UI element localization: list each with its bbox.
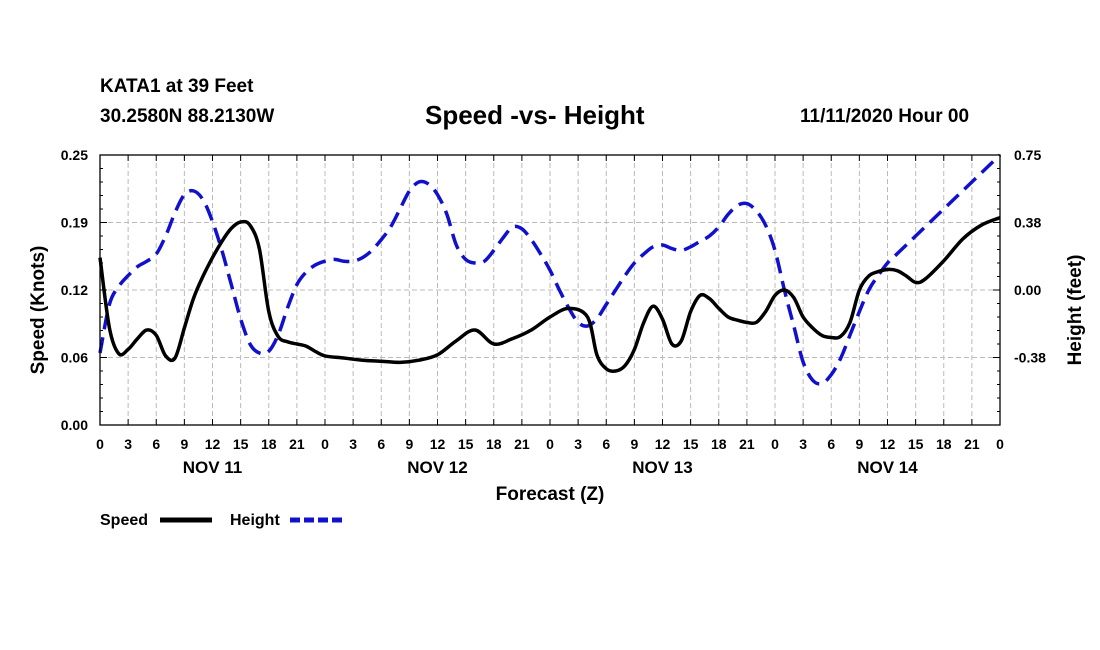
x-tick-label: 3 bbox=[124, 436, 132, 452]
x-tick-label: 9 bbox=[405, 436, 413, 452]
station-label: KATA1 at 39 Feet bbox=[100, 76, 254, 97]
x-tick-label: 15 bbox=[908, 436, 924, 452]
coordinates-label: 30.2580N 88.2130W bbox=[100, 106, 275, 127]
x-tick-label: 21 bbox=[514, 436, 530, 452]
y-tick-label-right: 0.38 bbox=[1014, 215, 1041, 231]
x-tick-label: 21 bbox=[739, 436, 755, 452]
x-tick-label: 0 bbox=[321, 436, 329, 452]
x-tick-label: 18 bbox=[486, 436, 502, 452]
y-tick-label-right: 0.00 bbox=[1014, 282, 1041, 298]
series-line-speed bbox=[98, 215, 1001, 373]
date-label: NOV 13 bbox=[632, 458, 692, 477]
x-tick-label: 12 bbox=[430, 436, 446, 452]
forecast-datestamp: 11/11/2020 Hour 00 bbox=[800, 106, 970, 127]
legend-label-height: Height bbox=[230, 512, 280, 529]
x-tick-label: 18 bbox=[261, 436, 277, 452]
x-tick-label: 6 bbox=[152, 436, 160, 452]
x-tick-label: 9 bbox=[630, 436, 638, 452]
y-tick-label-left: 0.06 bbox=[61, 350, 88, 366]
x-tick-label: 0 bbox=[546, 436, 554, 452]
x-tick-label: 0 bbox=[996, 436, 1004, 452]
y-tick-label-right: -0.38 bbox=[1014, 350, 1046, 366]
x-tick-label: 3 bbox=[574, 436, 582, 452]
y-axis-title-left: Speed (Knots) bbox=[28, 246, 49, 375]
y-tick-label-left: 0.12 bbox=[61, 282, 88, 298]
date-label: NOV 11 bbox=[183, 458, 243, 477]
date-label: NOV 12 bbox=[407, 458, 467, 477]
x-axis-title: Forecast (Z) bbox=[496, 484, 605, 505]
x-tick-label: 12 bbox=[655, 436, 671, 452]
x-tick-label: 15 bbox=[458, 436, 474, 452]
x-tick-label: 9 bbox=[855, 436, 863, 452]
x-tick-label: 3 bbox=[799, 436, 807, 452]
x-tick-label: 6 bbox=[377, 436, 385, 452]
legend-label-speed: Speed bbox=[100, 512, 148, 529]
chart-legend: Speed Height bbox=[100, 512, 342, 529]
y-tick-label-left: 0.25 bbox=[61, 147, 88, 163]
x-tick-label: 3 bbox=[349, 436, 357, 452]
x-tick-label: 6 bbox=[602, 436, 610, 452]
x-tick-label: 0 bbox=[771, 436, 779, 452]
chart-axes: 0 3 6 9 12 15 18 21 0 3 6 9 12 15 18 21 0 3 6 9 12 15 18 21 0 3 6 9… bbox=[61, 147, 1046, 477]
x-tick-label: 15 bbox=[233, 436, 249, 452]
x-tick-label: 21 bbox=[964, 436, 980, 452]
y-tick-label-left: 0.00 bbox=[61, 417, 88, 433]
x-tick-label: 6 bbox=[827, 436, 835, 452]
date-label: NOV 14 bbox=[857, 458, 918, 477]
chart-title: Speed -vs- Height bbox=[425, 100, 645, 130]
chart-series bbox=[98, 153, 1002, 386]
x-tick-label: 9 bbox=[180, 436, 188, 452]
x-tick-label: 18 bbox=[936, 436, 952, 452]
x-tick-label: 15 bbox=[683, 436, 699, 452]
y-tick-label-left: 0.19 bbox=[61, 215, 88, 231]
y-axis-title-right: Height (feet) bbox=[1065, 255, 1086, 366]
x-tick-label: 12 bbox=[205, 436, 221, 452]
x-tick-label: 21 bbox=[289, 436, 305, 452]
series-line-height bbox=[98, 153, 1002, 386]
x-tick-label: 12 bbox=[880, 436, 896, 452]
x-tick-label: 18 bbox=[711, 436, 727, 452]
x-tick-label: 0 bbox=[96, 436, 104, 452]
chart-grid bbox=[100, 155, 1000, 425]
y-tick-label-right: 0.75 bbox=[1014, 147, 1041, 163]
